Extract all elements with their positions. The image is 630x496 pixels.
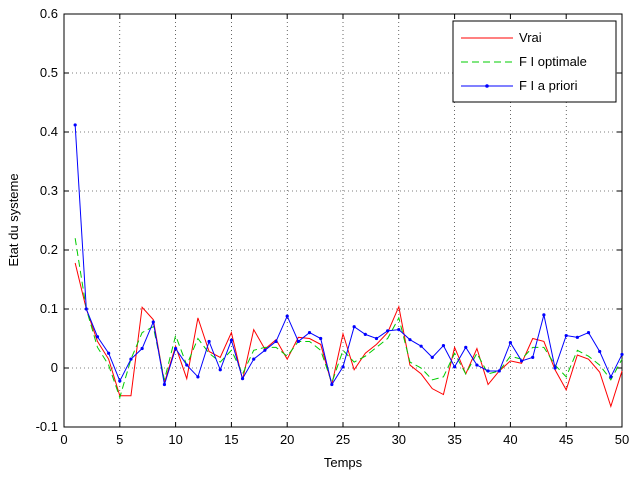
series-line-2 — [74, 238, 623, 400]
data-point — [174, 346, 178, 351]
data-point — [575, 335, 579, 339]
data-point — [408, 338, 412, 342]
data-point — [274, 339, 278, 344]
data-point — [441, 343, 446, 348]
y-tick-label: 0.3 — [40, 183, 58, 198]
series-layer — [73, 123, 624, 408]
data-point — [196, 375, 200, 379]
data-point — [162, 382, 167, 387]
axis-ticks: 0 5 10 15 20 25 30 35 40 45 50-0.100.10.20.30.40.5… — [36, 6, 630, 447]
data-point — [341, 365, 345, 369]
y-tick-label: 0.6 — [40, 6, 58, 21]
data-point — [118, 379, 122, 383]
data-point — [107, 351, 111, 355]
y-tick-label: -0.1 — [36, 419, 58, 434]
data-point — [229, 338, 233, 342]
y-tick-label: 0.4 — [40, 124, 58, 139]
legend-label: Vrai — [519, 30, 542, 45]
y-tick-label: 0 — [51, 360, 58, 375]
data-point — [531, 355, 535, 359]
data-point — [218, 368, 222, 372]
x-tick-label: 40 — [503, 432, 517, 447]
legend: Vrai F I optimale F I a priori — [452, 20, 617, 103]
x-tick-label: 45 — [559, 432, 573, 447]
data-point — [296, 339, 300, 344]
data-point — [252, 357, 256, 361]
series-line-1 — [74, 262, 623, 408]
x-tick-label: 0 — [60, 432, 67, 447]
series-line-3 — [74, 124, 623, 386]
data-point — [453, 365, 457, 369]
data-point — [475, 363, 479, 367]
data-point — [497, 369, 501, 373]
x-tick-label: 35 — [447, 432, 461, 447]
data-point — [240, 377, 245, 381]
x-tick-label: 15 — [224, 432, 238, 447]
data-point — [519, 359, 524, 363]
data-point — [564, 333, 568, 338]
data-point — [374, 336, 379, 341]
data-point — [185, 363, 189, 367]
data-point — [207, 339, 211, 344]
x-tick-label: 10 — [168, 432, 182, 447]
x-tick-label: 30 — [392, 432, 406, 447]
y-tick-label: 0.1 — [40, 301, 58, 316]
data-point — [151, 320, 155, 324]
data-point — [319, 336, 323, 341]
x-tick-label: 5 — [116, 432, 123, 447]
data-point — [129, 357, 133, 361]
x-tick-label: 20 — [280, 432, 294, 447]
data-point — [598, 349, 602, 354]
data-point — [95, 335, 100, 339]
legend-label: F I optimale — [519, 54, 587, 69]
data-point — [386, 329, 390, 333]
data-point — [352, 325, 356, 329]
data-point — [307, 331, 312, 335]
data-point — [609, 375, 613, 379]
data-point — [84, 307, 88, 311]
legend-label: F I a priori — [519, 78, 578, 93]
data-point — [464, 345, 468, 349]
data-point — [419, 344, 423, 348]
data-point — [140, 346, 144, 351]
y-axis-label: Etat du systeme — [6, 173, 21, 266]
data-point — [330, 382, 334, 387]
data-point — [620, 352, 624, 357]
data-point — [285, 314, 289, 318]
legend-marker — [485, 84, 489, 88]
x-axis-label: Temps — [324, 455, 363, 470]
data-point — [397, 328, 401, 332]
data-point — [263, 348, 267, 352]
x-tick-label: 25 — [336, 432, 350, 447]
data-point — [73, 123, 77, 127]
data-point — [430, 355, 434, 359]
data-point — [553, 366, 557, 370]
data-point — [508, 341, 512, 345]
x-tick-label: 50 — [615, 432, 629, 447]
data-point — [586, 331, 591, 335]
legend-box — [452, 20, 617, 103]
data-point — [363, 332, 367, 336]
y-tick-label: 0.2 — [40, 242, 58, 257]
data-point — [486, 369, 490, 373]
data-point — [542, 313, 546, 317]
y-tick-label: 0.5 — [40, 65, 58, 80]
